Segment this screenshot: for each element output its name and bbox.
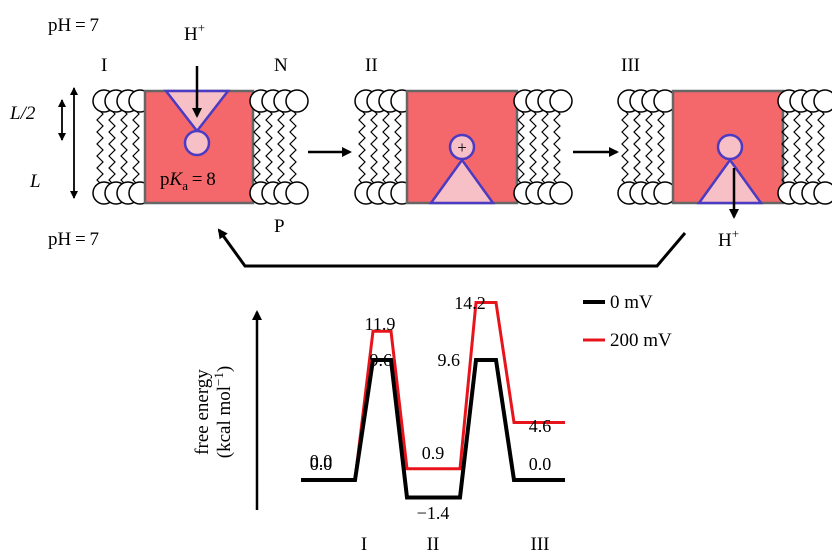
- proton-out-label: H+: [718, 226, 739, 251]
- p-side-label: P: [274, 216, 285, 237]
- energy-value-label: 14.2: [454, 293, 486, 313]
- energy-value-label: 9.6: [438, 350, 461, 370]
- lipid-bilayer-left: [92, 89, 152, 205]
- category-label-i: I: [361, 534, 367, 553]
- length-label: L: [29, 171, 41, 192]
- half-length-label: L/2: [9, 103, 36, 124]
- energy-diagram: free energy (kcal mol−1) 0.0 9.6 −1.4 9.6 0.…: [192, 292, 672, 553]
- category-label-iii: III: [531, 534, 550, 553]
- y-axis-label-line1: free energy: [192, 369, 213, 455]
- energy-value-label: 0.0: [310, 451, 333, 471]
- state-ii-label: II: [365, 55, 378, 76]
- energy-value-label: 0.0: [310, 454, 333, 474]
- legend-label-200mv: 200 mV: [610, 330, 672, 351]
- pka-label: pKa = 8: [160, 169, 216, 193]
- lipid-bilayer-right: [777, 89, 832, 205]
- binding-site-cone: [696, 157, 764, 205]
- energy-value-label: 9.6: [370, 350, 393, 370]
- category-label-ii: II: [427, 534, 440, 553]
- lipid-bilayer-left: [354, 89, 414, 205]
- energy-profile-0mv: [301, 358, 565, 500]
- membrane-panel-iii: [617, 89, 832, 219]
- proton-site-charged: [448, 133, 476, 161]
- energy-value-label: 0.9: [422, 443, 445, 463]
- energy-value-label: 11.9: [365, 314, 396, 334]
- y-axis-label-line2: (kcal mol−1): [211, 366, 235, 458]
- ph-n-side-label: pH = 7: [48, 15, 99, 36]
- legend-label-0mv: 0 mV: [610, 292, 653, 313]
- energy-value-label: 4.6: [529, 416, 552, 436]
- energy-profile-200mv: [301, 301, 565, 482]
- energy-value-label: −1.4: [417, 503, 450, 523]
- proton-in-label: H+: [184, 20, 205, 45]
- membrane-panel-ii: [354, 89, 573, 205]
- membrane-panel-i: [92, 66, 309, 205]
- n-side-label: N: [274, 55, 288, 76]
- proton-site: [183, 129, 211, 157]
- state-iii-label: III: [621, 55, 640, 76]
- state-i-label: I: [101, 55, 107, 76]
- binding-site-cone: [428, 157, 496, 205]
- lipid-bilayer-right: [249, 89, 309, 205]
- positive-charge-sign: +: [457, 138, 467, 157]
- lipid-bilayer-left: [617, 89, 677, 205]
- lipid-bilayer-right: [513, 89, 573, 205]
- proton-site: [716, 133, 744, 161]
- arrow-iii-to-i: [217, 228, 687, 268]
- ph-p-side-label: pH = 7: [48, 229, 99, 250]
- energy-value-label: 0.0: [529, 454, 552, 474]
